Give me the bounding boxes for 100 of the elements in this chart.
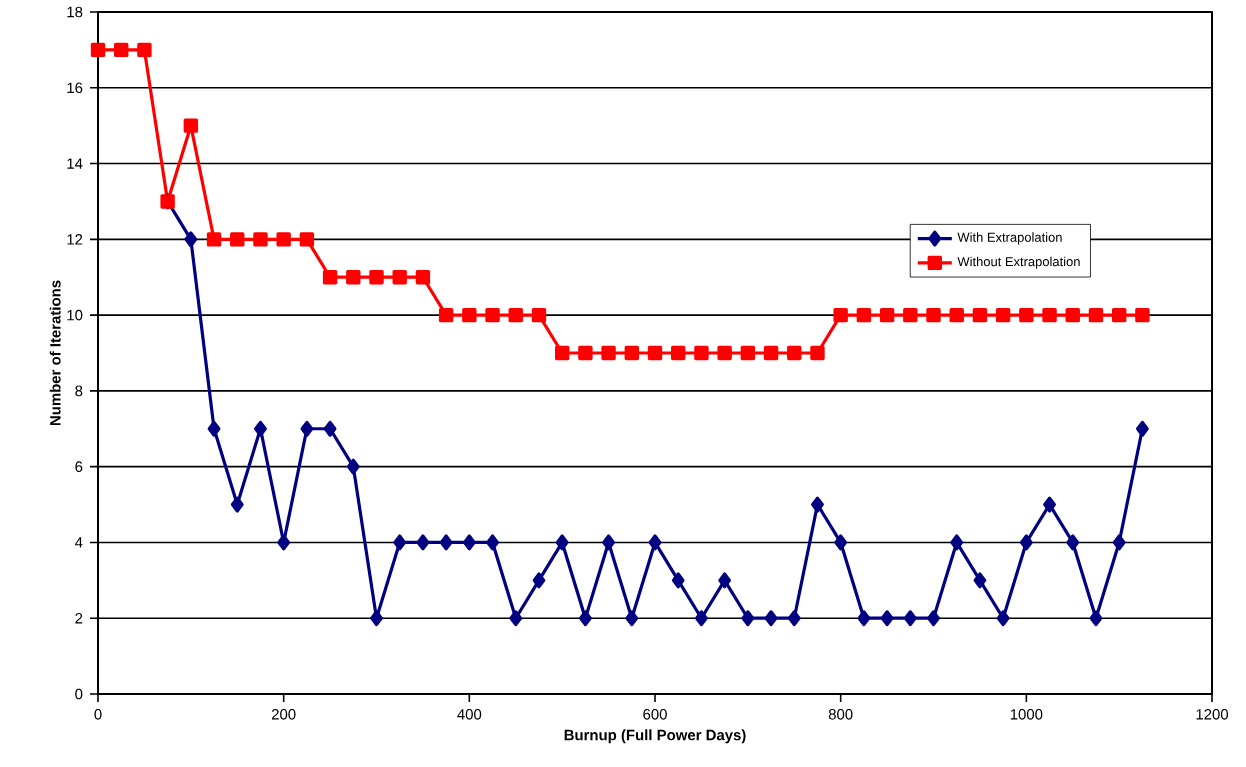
- point: [485, 307, 500, 323]
- point: [322, 270, 338, 285]
- point: [647, 345, 663, 361]
- x-tick-label: 600: [643, 709, 667, 720]
- point: [254, 420, 267, 437]
- point: [879, 307, 895, 323]
- point: [740, 345, 756, 361]
- point: [624, 345, 639, 361]
- point: [671, 572, 685, 589]
- point: [184, 231, 198, 248]
- point: [811, 496, 824, 513]
- y-tick-label: 14: [67, 158, 83, 169]
- point: [137, 42, 152, 58]
- point: [834, 534, 848, 551]
- x-tick-label: 1000: [1010, 709, 1043, 720]
- y-tick-label: 18: [67, 6, 83, 18]
- point: [717, 345, 732, 361]
- point: [1112, 534, 1126, 551]
- point: [764, 610, 778, 627]
- y-tick-label: 6: [75, 461, 83, 472]
- point: [253, 232, 268, 247]
- point: [509, 610, 523, 627]
- point: [486, 534, 499, 551]
- point: [1065, 307, 1080, 323]
- point: [1135, 420, 1149, 437]
- point: [416, 534, 430, 551]
- point: [810, 345, 825, 361]
- point: [346, 458, 360, 475]
- point: [531, 307, 547, 323]
- point: [1111, 307, 1127, 323]
- point: [972, 307, 988, 323]
- point: [578, 610, 592, 627]
- point: [392, 270, 407, 285]
- point: [601, 345, 616, 361]
- point: [694, 345, 709, 361]
- point: [277, 534, 291, 551]
- point: [554, 345, 570, 361]
- point: [114, 42, 129, 58]
- point: [763, 345, 779, 361]
- x-tick-label: 200: [271, 709, 296, 720]
- point: [323, 420, 337, 437]
- point: [880, 610, 894, 627]
- point: [206, 232, 222, 247]
- point: [857, 610, 871, 627]
- point: [230, 232, 245, 247]
- point: [462, 307, 477, 323]
- point: [439, 534, 453, 551]
- point: [346, 270, 361, 285]
- y-tick-label: 8: [75, 385, 83, 397]
- y-tick-label: 12: [67, 234, 83, 245]
- point: [741, 610, 755, 627]
- x-tick-label: 1200: [1196, 709, 1229, 720]
- y-tick-label: 4: [74, 537, 83, 548]
- point: [438, 307, 454, 323]
- y-tick-label: 2: [75, 613, 83, 624]
- point: [1135, 307, 1150, 323]
- y-tick-label: 10: [67, 309, 83, 321]
- point: [903, 610, 917, 627]
- legend-label: Without Extrapolation: [957, 256, 1080, 269]
- point: [625, 610, 639, 627]
- point: [1019, 534, 1033, 551]
- point: [462, 534, 476, 551]
- x-tick-label: 400: [457, 709, 482, 720]
- point: [1043, 496, 1056, 513]
- point: [90, 42, 106, 58]
- point: [415, 270, 431, 285]
- x-tick-label: 800: [828, 709, 853, 720]
- point: [508, 307, 523, 323]
- point: [718, 572, 732, 589]
- point: [927, 610, 940, 627]
- point: [671, 345, 686, 361]
- point: [370, 610, 383, 627]
- point: [1089, 610, 1103, 627]
- point: [602, 534, 615, 551]
- point: [787, 610, 801, 627]
- x-tick-label: 0: [94, 709, 102, 720]
- point: [903, 307, 918, 323]
- point: [1066, 534, 1080, 551]
- point: [300, 420, 314, 437]
- point: [926, 307, 941, 323]
- point: [532, 572, 546, 589]
- point: [1019, 307, 1034, 323]
- point: [555, 534, 569, 551]
- legend-label: With Extrapolation: [957, 232, 1062, 245]
- point: [276, 232, 291, 247]
- point: [183, 118, 199, 133]
- point: [856, 307, 872, 323]
- point: [207, 420, 221, 437]
- point: [393, 534, 407, 551]
- point: [695, 610, 708, 627]
- point: [369, 270, 384, 285]
- point: [230, 496, 244, 513]
- point: [787, 345, 802, 361]
- point: [578, 345, 593, 361]
- point: [299, 232, 315, 247]
- y-tick-label: 0: [75, 688, 83, 700]
- point: [1088, 307, 1104, 323]
- point: [996, 610, 1010, 627]
- point: [1042, 307, 1057, 323]
- x-axis-title: Burnup (Full Power Days): [564, 729, 746, 744]
